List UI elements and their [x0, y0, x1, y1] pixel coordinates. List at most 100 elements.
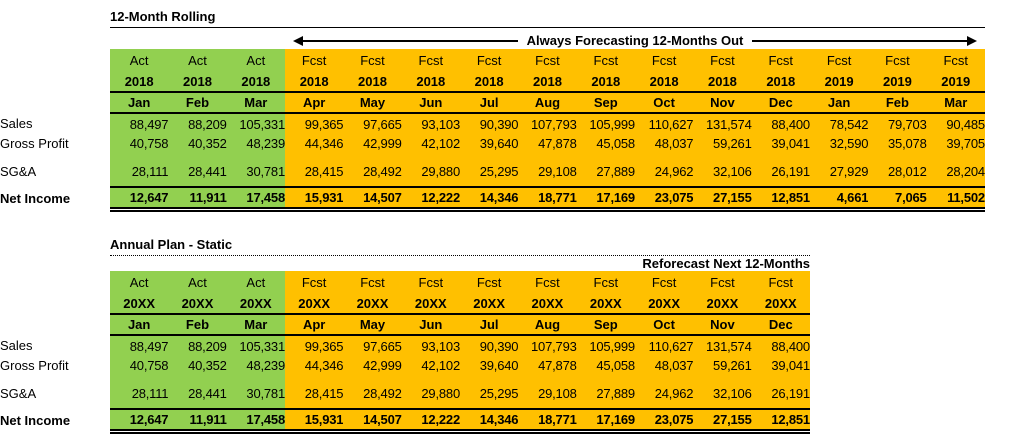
- data-cell[interactable]: 97,665: [343, 335, 402, 356]
- header-year-cell[interactable]: 2018: [576, 71, 635, 93]
- header-type-cell[interactable]: Fcst: [343, 49, 402, 71]
- data-cell[interactable]: 12,851: [751, 186, 810, 212]
- header-type-cell[interactable]: Fcst: [868, 49, 927, 71]
- data-cell[interactable]: 48,239: [226, 134, 285, 153]
- data-cell[interactable]: 27,155: [693, 408, 752, 434]
- data-cell[interactable]: 24,962: [634, 383, 694, 404]
- header-month-cell[interactable]: Oct: [634, 92, 694, 114]
- header-month-cell[interactable]: Mar: [226, 92, 285, 114]
- data-cell[interactable]: 40,352: [168, 356, 227, 375]
- data-cell[interactable]: 40,758: [110, 134, 169, 153]
- static-table-title[interactable]: Annual Plan - Static: [110, 237, 810, 256]
- header-month-cell[interactable]: Jan: [110, 314, 169, 336]
- data-cell[interactable]: 107,793: [518, 335, 577, 356]
- data-cell[interactable]: 30,781: [226, 161, 285, 182]
- data-cell[interactable]: 17,169: [576, 186, 635, 212]
- data-cell[interactable]: 25,295: [459, 161, 519, 182]
- data-cell[interactable]: 97,665: [343, 113, 402, 134]
- data-cell[interactable]: 11,911: [168, 186, 227, 212]
- data-cell[interactable]: 39,705: [926, 134, 985, 153]
- data-cell[interactable]: 131,574: [693, 335, 752, 356]
- data-cell[interactable]: 17,458: [226, 408, 285, 434]
- header-type-cell[interactable]: Act: [168, 49, 227, 71]
- header-type-cell[interactable]: Fcst: [634, 49, 694, 71]
- data-cell[interactable]: 14,346: [459, 408, 519, 434]
- data-cell[interactable]: 14,507: [343, 186, 402, 212]
- header-type-cell[interactable]: Fcst: [518, 49, 577, 71]
- data-cell[interactable]: 48,037: [634, 356, 694, 375]
- row-label[interactable]: SG&A: [0, 164, 37, 179]
- row-label[interactable]: Gross Profit: [0, 136, 69, 151]
- data-cell[interactable]: 39,041: [751, 134, 810, 153]
- data-cell[interactable]: 28,441: [168, 383, 227, 404]
- header-year-cell[interactable]: 2018: [284, 71, 344, 93]
- header-month-cell[interactable]: Mar: [226, 314, 285, 336]
- row-label[interactable]: Net Income: [0, 412, 71, 428]
- data-cell[interactable]: 12,851: [751, 408, 810, 434]
- header-year-cell[interactable]: 20XX: [110, 293, 169, 315]
- data-cell[interactable]: 45,058: [576, 356, 635, 375]
- data-cell[interactable]: 110,627: [634, 113, 694, 134]
- data-cell[interactable]: 90,390: [459, 113, 519, 134]
- data-cell[interactable]: 39,640: [459, 134, 519, 153]
- data-cell[interactable]: 48,037: [634, 134, 694, 153]
- data-cell[interactable]: 32,106: [693, 383, 752, 404]
- data-cell[interactable]: 12,222: [401, 186, 460, 212]
- header-year-cell[interactable]: 2018: [518, 71, 577, 93]
- data-cell[interactable]: 26,191: [751, 161, 810, 182]
- data-cell[interactable]: 29,108: [518, 383, 577, 404]
- header-month-cell[interactable]: Jul: [459, 314, 519, 336]
- data-cell[interactable]: 45,058: [576, 134, 635, 153]
- header-month-cell[interactable]: Sep: [576, 92, 635, 114]
- header-month-cell[interactable]: Jan: [809, 92, 869, 114]
- data-cell[interactable]: 24,962: [634, 161, 694, 182]
- header-type-cell[interactable]: Act: [226, 271, 285, 293]
- header-year-cell[interactable]: 2018: [168, 71, 227, 93]
- header-month-cell[interactable]: Feb: [168, 92, 227, 114]
- data-cell[interactable]: 17,458: [226, 186, 285, 212]
- header-type-cell[interactable]: Fcst: [459, 271, 519, 293]
- header-type-cell[interactable]: Fcst: [926, 49, 985, 71]
- header-month-cell[interactable]: Apr: [284, 314, 344, 336]
- header-type-cell[interactable]: Fcst: [751, 271, 810, 293]
- data-cell[interactable]: 12,647: [110, 186, 169, 212]
- header-month-cell[interactable]: Dec: [751, 314, 810, 336]
- data-cell[interactable]: 131,574: [693, 113, 752, 134]
- data-cell[interactable]: 99,365: [284, 335, 344, 356]
- data-cell[interactable]: 28,111: [110, 383, 169, 404]
- data-cell[interactable]: 42,102: [401, 356, 460, 375]
- data-cell[interactable]: 107,793: [518, 113, 577, 134]
- header-year-cell[interactable]: 2019: [809, 71, 869, 93]
- header-year-cell[interactable]: 2018: [459, 71, 519, 93]
- header-type-cell[interactable]: Fcst: [284, 271, 344, 293]
- data-cell[interactable]: 7,065: [868, 186, 927, 212]
- header-month-cell[interactable]: Nov: [693, 92, 752, 114]
- header-type-cell[interactable]: Fcst: [751, 49, 810, 71]
- data-cell[interactable]: 30,781: [226, 383, 285, 404]
- data-cell[interactable]: 27,929: [809, 161, 869, 182]
- header-type-cell[interactable]: Fcst: [576, 271, 635, 293]
- header-year-cell[interactable]: 20XX: [518, 293, 577, 315]
- data-cell[interactable]: 28,492: [343, 383, 402, 404]
- data-cell[interactable]: 28,492: [343, 161, 402, 182]
- data-cell[interactable]: 47,878: [518, 356, 577, 375]
- header-type-cell[interactable]: Act: [110, 271, 169, 293]
- row-label[interactable]: Sales: [0, 338, 33, 353]
- data-cell[interactable]: 23,075: [634, 408, 694, 434]
- data-cell[interactable]: 105,331: [226, 335, 285, 356]
- header-month-cell[interactable]: Nov: [693, 314, 752, 336]
- header-year-cell[interactable]: 2019: [926, 71, 985, 93]
- data-cell[interactable]: 78,542: [809, 113, 869, 134]
- data-cell[interactable]: 26,191: [751, 383, 810, 404]
- header-year-cell[interactable]: 20XX: [226, 293, 285, 315]
- header-month-cell[interactable]: Sep: [576, 314, 635, 336]
- header-type-cell[interactable]: Fcst: [693, 49, 752, 71]
- header-year-cell[interactable]: 20XX: [168, 293, 227, 315]
- header-month-cell[interactable]: Feb: [868, 92, 927, 114]
- row-label[interactable]: Net Income: [0, 190, 71, 206]
- header-year-cell[interactable]: 2018: [751, 71, 810, 93]
- header-month-cell[interactable]: May: [343, 92, 402, 114]
- data-cell[interactable]: 105,999: [576, 113, 635, 134]
- data-cell[interactable]: 39,041: [751, 356, 810, 375]
- header-type-cell[interactable]: Fcst: [693, 271, 752, 293]
